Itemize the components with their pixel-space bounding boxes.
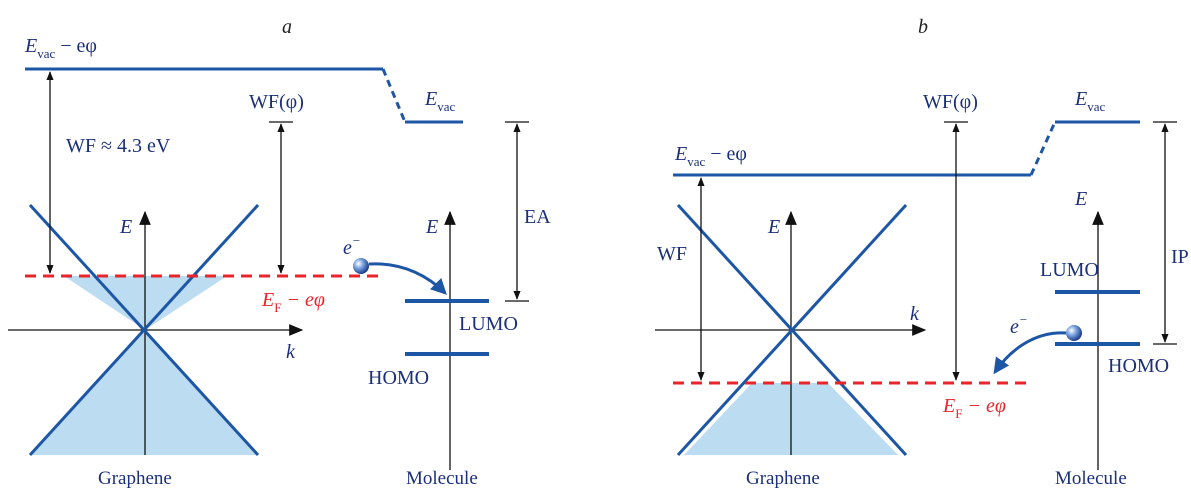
graphene-energy-axis-label: E [119,216,132,238]
k-axis-label: k [910,303,920,325]
work-function-label: WF ≈ 4.3 eV [66,135,171,157]
molecule-vacuum-label: Evac [424,88,455,114]
graphene-caption: Graphene [746,468,820,489]
panel-a-letter: a [282,16,292,38]
graphene-vacuum-label: Evac − eφ [24,35,97,61]
k-axis-label: k [286,341,296,363]
molecule-caption: Molecule [406,468,478,489]
electron-ball [353,258,369,274]
wf-phi-label: WF(φ) [249,91,304,113]
wf-phi-label: WF(φ) [923,91,978,113]
panel-a: a Evac − eφ Evac E k EF − eφ WF ≈ 4.3 eV… [8,16,551,489]
electron-transfer-arrow [368,262,447,295]
graphene-lower-cone-fill [30,330,258,455]
fermi-level-label: EF − eφ [261,289,325,315]
graphene-caption: Graphene [98,468,172,489]
lumo-label: LUMO [459,313,518,335]
homo-label: HOMO [1108,355,1169,377]
molecule-caption: Molecule [1055,468,1127,489]
lumo-label: LUMO [1040,259,1099,281]
dirac-cone-line-2 [676,203,908,457]
electron-affinity-label: EA [524,206,551,228]
vacuum-level-connector [381,68,407,123]
panel-b: b Evac − eφ Evac E k EF − eφ WF WF(φ) E [655,16,1189,489]
fermi-level-label: EF − eφ [942,395,1006,421]
molecule-vacuum-label: Evac [1074,88,1105,114]
electron-transfer-arrow [993,331,1067,375]
ionization-potential-label: IP [1171,246,1189,268]
electron-label: e− [1010,312,1028,338]
molecule-energy-axis-label: E [1074,188,1087,210]
panel-b-letter: b [918,16,928,38]
graphene-vacuum-label: Evac − eφ [674,143,747,169]
homo-label: HOMO [368,367,429,389]
work-function-label: WF [657,243,687,265]
graphene-energy-axis-label: E [767,216,780,238]
dirac-cone-line-2 [28,203,260,457]
electron-ball [1066,325,1082,341]
molecule-energy-axis-label: E [425,216,438,238]
electron-label: e− [343,233,361,259]
vacuum-level-connector [1029,121,1057,176]
